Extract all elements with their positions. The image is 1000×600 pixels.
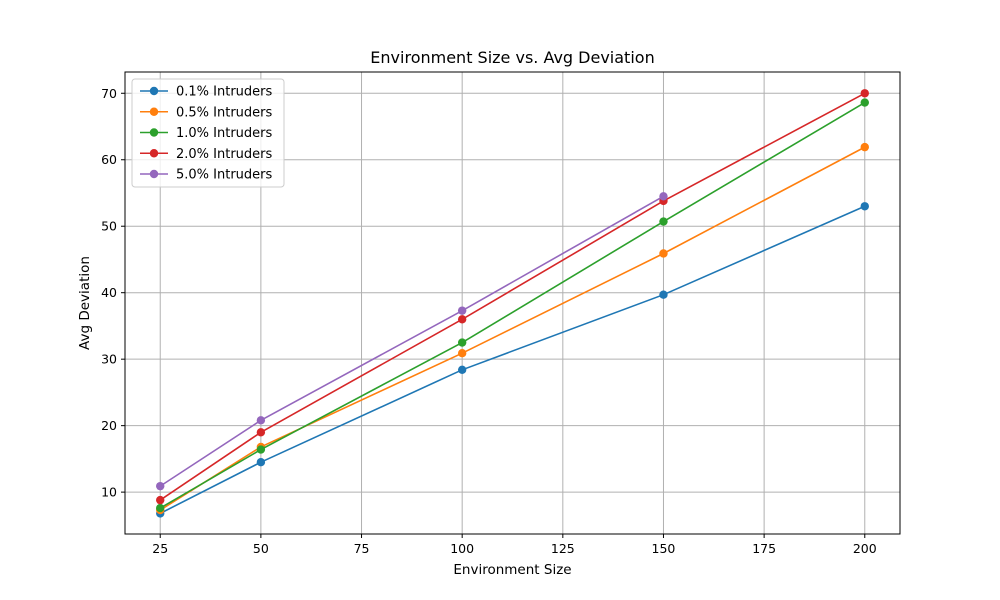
- legend-marker: [149, 128, 159, 137]
- y-axis-label: Avg Deviation: [77, 256, 93, 350]
- x-tick-label: 125: [551, 541, 575, 556]
- data-point: [860, 202, 869, 211]
- data-point: [156, 495, 165, 505]
- legend-marker: [149, 86, 159, 96]
- series-3: [156, 98, 869, 513]
- x-tick-label: 75: [354, 541, 370, 556]
- chart-title: Environment Size vs. Avg Deviation: [370, 48, 654, 67]
- data-point: [457, 365, 467, 375]
- x-tick-label: 200: [853, 541, 877, 556]
- axis-ticks: 25 50 75 100 125 150 175 200 10 20 30 40 50 60 70: [101, 86, 877, 556]
- legend-label: 0.1% Intruders: [176, 85, 273, 100]
- legend-marker: [149, 107, 159, 116]
- data-point: [860, 89, 869, 98]
- y-tick-label: 70: [101, 86, 117, 101]
- x-tick-label: 150: [652, 541, 676, 556]
- data-point: [860, 98, 869, 107]
- y-tick-label: 60: [101, 152, 117, 167]
- data-point: [256, 445, 266, 454]
- y-tick-label: 20: [101, 418, 117, 433]
- data-point: [457, 306, 467, 315]
- data-point: [457, 338, 467, 347]
- legend-marker: [149, 149, 159, 158]
- data-point: [256, 428, 266, 437]
- series-line: [159, 195, 664, 487]
- y-tick-label: 30: [101, 352, 117, 367]
- legend-label: 0.5% Intruders: [176, 105, 273, 120]
- series-1: [156, 202, 869, 518]
- data-point: [256, 416, 266, 425]
- y-tick-label: 50: [101, 219, 117, 234]
- series-4: [156, 89, 869, 505]
- x-axis-label: Environment Size: [453, 562, 571, 578]
- legend: 0.1% Intruders 0.5% Intruders 1.0% Intrude…: [131, 78, 285, 188]
- data-point: [457, 348, 467, 358]
- legend-box: [131, 78, 285, 188]
- legend-label: 2.0% Intruders: [176, 147, 273, 162]
- legend-label: 5.0% Intruders: [176, 168, 273, 183]
- data-point: [659, 192, 668, 201]
- series-layer: [156, 89, 869, 518]
- data-point: [457, 315, 467, 324]
- x-tick-label: 25: [152, 541, 168, 556]
- legend-label: 1.0% Intruders: [176, 126, 273, 141]
- x-tick-label: 50: [253, 541, 269, 556]
- series-5: [156, 192, 668, 491]
- data-point: [256, 458, 266, 467]
- data-point: [659, 249, 668, 258]
- data-point: [156, 481, 165, 491]
- legend-marker: [149, 169, 159, 179]
- data-point: [659, 217, 668, 226]
- data-point: [860, 142, 869, 152]
- y-tick-label: 10: [101, 485, 117, 500]
- plot-area-frame: [124, 71, 901, 535]
- data-point: [156, 503, 165, 513]
- data-point: [659, 290, 668, 299]
- x-tick-label: 175: [752, 541, 776, 556]
- x-tick-label: 100: [450, 541, 474, 556]
- y-tick-label: 40: [101, 285, 117, 300]
